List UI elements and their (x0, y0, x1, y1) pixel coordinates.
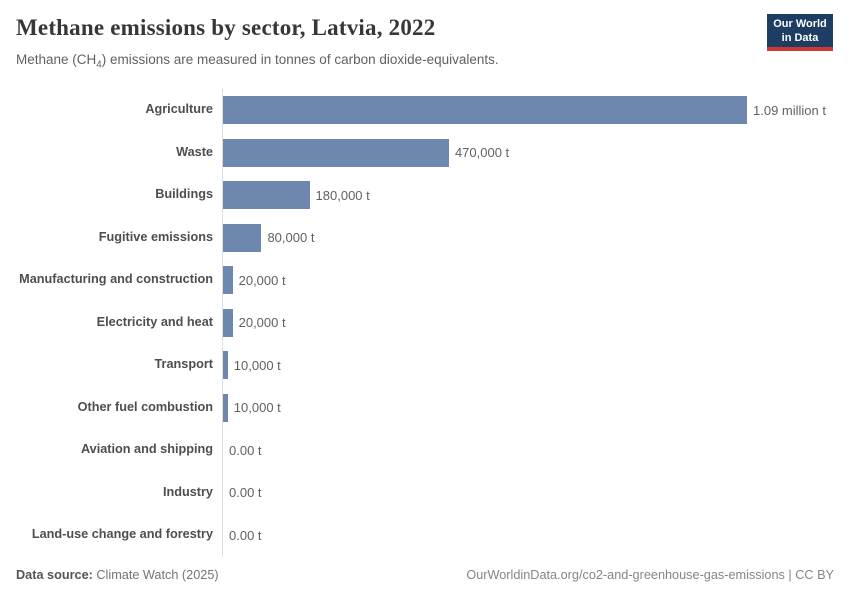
bar-row: Industry 0.00 t (10, 471, 850, 515)
bar-value-label: 180,000 t (315, 187, 370, 203)
owid-logo-line2: in Data (781, 31, 819, 44)
bar-value-label: 0.00 t (229, 527, 262, 543)
bar[interactable] (223, 266, 233, 295)
bar-area: 10,000 t (222, 386, 850, 430)
chart-footer: Data source: Climate Watch (2025) OurWor… (16, 568, 834, 582)
category-label: Manufacturing and construction (19, 272, 213, 287)
category-label: Buildings (155, 187, 213, 202)
owid-logo[interactable]: Our World in Data (767, 14, 833, 51)
attribution-link[interactable]: OurWorldinData.org/co2-and-greenhouse-ga… (466, 568, 834, 582)
bar[interactable] (223, 181, 310, 210)
bar-value-label: 10,000 t (233, 400, 281, 416)
bar[interactable] (223, 308, 233, 337)
bar-row: Transport 10,000 t (10, 344, 850, 387)
bar-value-label: 0.00 t (229, 442, 262, 458)
category-label: Fugitive emissions (98, 229, 213, 244)
data-source: Data source: Climate Watch (2025) (16, 568, 219, 582)
bar-area: 10,000 t (222, 344, 850, 387)
chart-title: Methane emissions by sector, Latvia, 202… (16, 15, 436, 40)
category-label: Land-use change and forestry (31, 527, 213, 542)
bar-row: Buildings 180,000 t (10, 174, 850, 217)
category-label: Other fuel combustion (77, 399, 213, 414)
bar-value-label: 1.09 million t (753, 102, 826, 118)
bar-area: 180,000 t (222, 174, 850, 217)
bar-area: 20,000 t (222, 259, 850, 302)
bar-value-label: 470,000 t (454, 145, 510, 161)
subtitle-text-post: ) emissions are measured in tonnes of ca… (101, 51, 499, 67)
bar-value-label: 10,000 t (233, 357, 281, 373)
bar-row: Aviation and shipping 0.00 t (10, 429, 850, 472)
bar-row: Land-use change and forestry 0.00 t (10, 514, 850, 557)
bar-area: 20,000 t (222, 301, 850, 345)
chart-header: Methane emissions by sector, Latvia, 202… (0, 0, 850, 72)
chart-rows: Agriculture 1.09 million t Waste 470,000 t B… (10, 89, 850, 557)
category-label: Transport (154, 357, 213, 372)
category-label: Industry (162, 484, 213, 499)
bar-area: 1.09 million t (222, 89, 850, 132)
bar[interactable] (223, 96, 747, 125)
category-label: Waste (176, 144, 213, 159)
bar-value-label: 0.00 t (229, 485, 262, 501)
bar-area: 0.00 t (222, 429, 850, 472)
bar[interactable] (223, 351, 228, 380)
bar-value-label: 20,000 t (238, 272, 286, 288)
bar-row: Manufacturing and construction 20,000 t (10, 259, 850, 302)
bar-row: Electricity and heat 20,000 t (10, 301, 850, 345)
bar-area: 0.00 t (222, 471, 850, 515)
bar-area: 80,000 t (222, 216, 850, 260)
bar[interactable] (223, 223, 262, 252)
category-label: Electricity and heat (96, 314, 213, 329)
bar[interactable] (223, 138, 449, 167)
subtitle-subscript: 4 (96, 59, 102, 71)
bar-row: Agriculture 1.09 million t (10, 89, 850, 132)
bar-row: Other fuel combustion 10,000 t (10, 386, 850, 430)
bar-value-label: 20,000 t (238, 315, 286, 331)
category-label: Aviation and shipping (80, 442, 213, 457)
bar-row: Fugitive emissions 80,000 t (10, 216, 850, 260)
subtitle-text-pre: Methane (CH (16, 51, 97, 67)
bar-area: 0.00 t (222, 514, 850, 557)
data-source-label: Data source: (16, 568, 93, 582)
bar-row: Waste 470,000 t (10, 131, 850, 175)
chart-subtitle: Methane (CH4) emissions are measured in … (16, 51, 834, 72)
data-source-value[interactable]: Climate Watch (2025) (96, 568, 219, 582)
bar[interactable] (223, 393, 228, 422)
category-label: Agriculture (145, 102, 213, 117)
owid-logo-line1: Our World (773, 18, 827, 30)
bar-area: 470,000 t (222, 131, 850, 175)
bar-value-label: 80,000 t (267, 230, 315, 246)
